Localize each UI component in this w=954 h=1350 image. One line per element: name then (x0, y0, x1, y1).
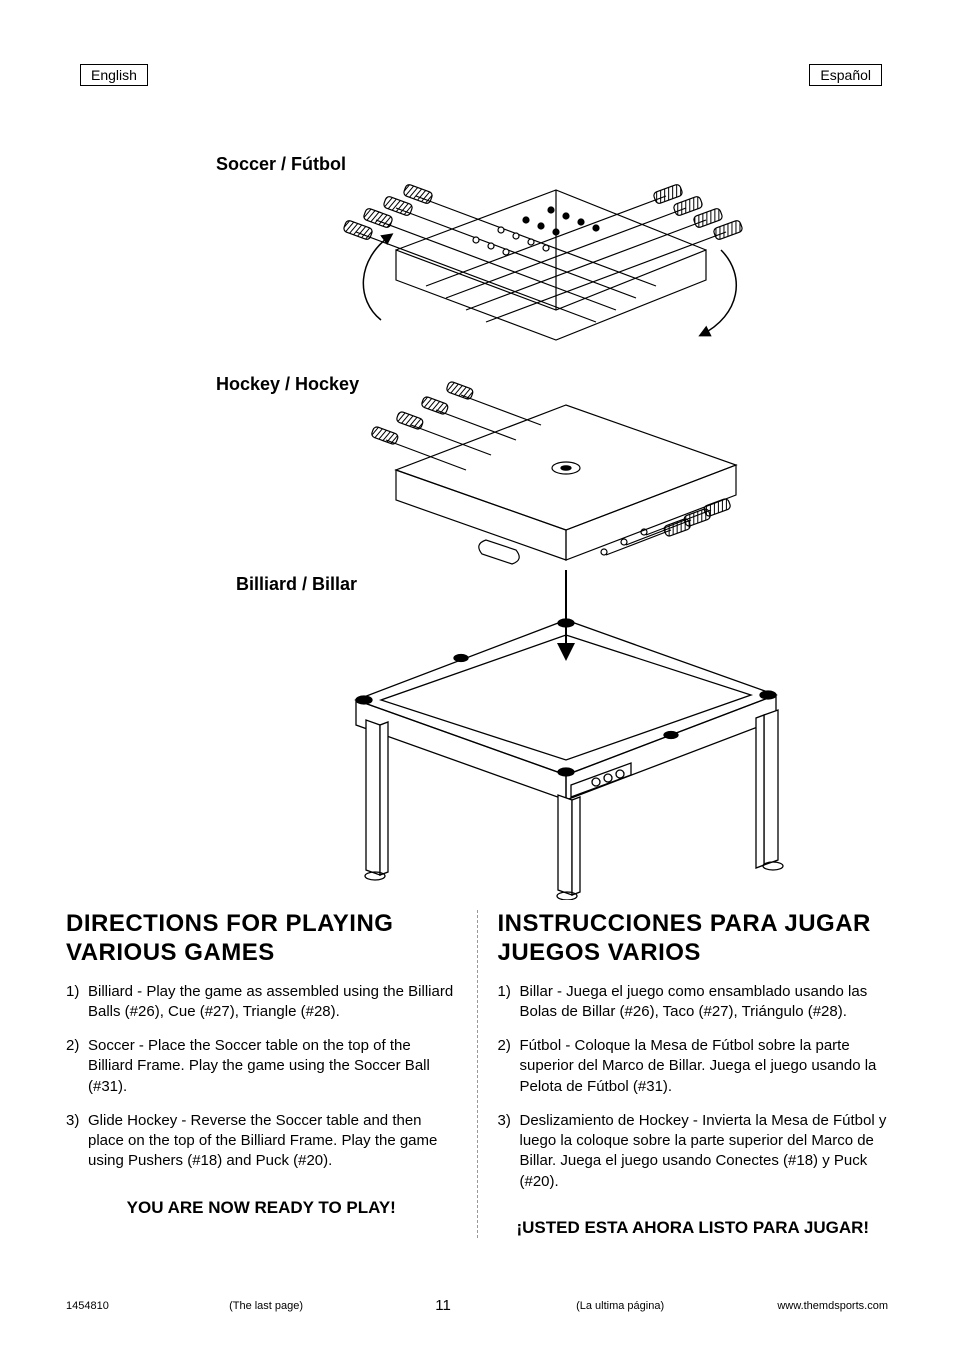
footer-note-right: (La ultima página) (463, 1300, 777, 1312)
diagram-billiard: Billiard / Billar (66, 570, 888, 890)
page: English Español Soccer / Fútbol (0, 0, 954, 1350)
footer-url: www.themdsports.com (777, 1300, 888, 1312)
item-text: Soccer - Place the Soccer table on the t… (88, 1036, 457, 1097)
item-text: Fútbol - Coloque la Mesa de Fútbol sobre… (520, 1036, 889, 1097)
item-number: 1) (66, 982, 88, 1023)
item-number: 2) (498, 1036, 520, 1097)
language-label-english: English (80, 64, 148, 86)
instruction-item: 1) Billiard - Play the game as assembled… (66, 982, 457, 1023)
heading-spanish: INSTRUCCIONES PARA JUGAR JUEGOS VARIOS (498, 910, 889, 968)
instruction-item: 2) Fútbol - Coloque la Mesa de Fútbol so… (498, 1036, 889, 1097)
heading-english: DIRECTIONS FOR PLAYING VARIOUS GAMES (66, 910, 457, 968)
item-number: 2) (66, 1036, 88, 1097)
item-number: 1) (498, 982, 520, 1023)
diagram-soccer-svg (326, 140, 756, 370)
item-number: 3) (498, 1111, 520, 1192)
footer-note-left: (The last page) (109, 1300, 423, 1312)
item-number: 3) (66, 1111, 88, 1172)
footer: 1454810 (The last page) 11 (La ultima pá… (66, 1297, 888, 1314)
diagram-billiard-svg (296, 560, 816, 900)
diagrams-area: Soccer / Fútbol (66, 150, 888, 890)
ready-english: YOU ARE NOW READY TO PLAY! (66, 1198, 457, 1218)
ready-spanish: ¡USTED ESTA AHORA LISTO PARA JUGAR! (498, 1218, 889, 1238)
instruction-item: 2) Soccer - Place the Soccer table on th… (66, 1036, 457, 1097)
diagram-hockey: Hockey / Hockey (66, 370, 888, 570)
diagram-soccer: Soccer / Fútbol (66, 150, 888, 370)
item-text: Billar - Juega el juego como ensamblado … (520, 982, 889, 1023)
instruction-item: 3) Deslizamiento de Hockey - Invierta la… (498, 1111, 889, 1192)
instruction-item: 1) Billar - Juega el juego como ensambla… (498, 982, 889, 1023)
footer-page-number: 11 (423, 1297, 463, 1314)
item-text: Deslizamiento de Hockey - Invierta la Me… (520, 1111, 889, 1192)
instruction-columns: DIRECTIONS FOR PLAYING VARIOUS GAMES 1) … (66, 910, 888, 1238)
item-text: Billiard - Play the game as assembled us… (88, 982, 457, 1023)
item-text: Glide Hockey - Reverse the Soccer table … (88, 1111, 457, 1172)
diagram-hockey-svg (316, 360, 786, 570)
left-column: DIRECTIONS FOR PLAYING VARIOUS GAMES 1) … (66, 910, 477, 1238)
right-column: INSTRUCCIONES PARA JUGAR JUEGOS VARIOS 1… (478, 910, 889, 1238)
footer-code: 1454810 (66, 1300, 109, 1312)
language-label-spanish: Español (809, 64, 882, 86)
instruction-item: 3) Glide Hockey - Reverse the Soccer tab… (66, 1111, 457, 1172)
